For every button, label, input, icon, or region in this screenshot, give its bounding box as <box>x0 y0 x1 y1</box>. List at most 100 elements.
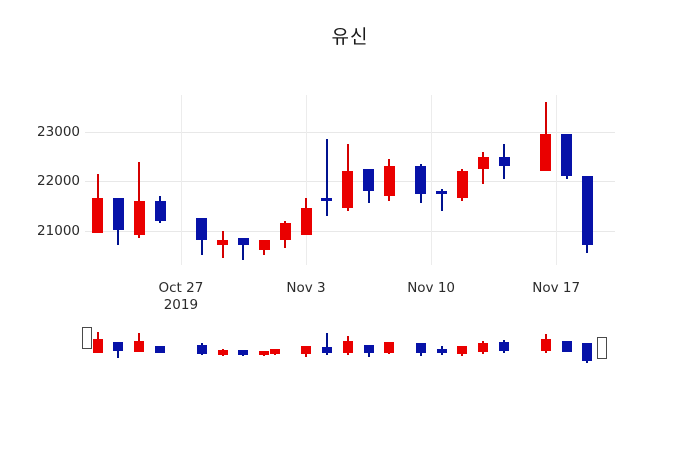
x-axis-tick-date: Nov 3 <box>286 280 326 296</box>
volume-candlestick[interactable] <box>342 325 353 375</box>
volume-candlestick-body <box>540 339 551 351</box>
candlestick-body <box>258 240 270 251</box>
volume-candlestick[interactable] <box>597 325 608 375</box>
candlestick[interactable] <box>342 95 354 265</box>
gridline-horizontal <box>85 230 615 232</box>
volume-candlestick[interactable] <box>82 325 93 375</box>
candlestick[interactable] <box>477 95 489 265</box>
volume-candlestick[interactable] <box>196 325 207 375</box>
volume-candlestick-body <box>478 343 489 352</box>
x-axis-tick-label: Nov 17 <box>532 280 580 297</box>
volume-candlestick[interactable] <box>269 325 280 375</box>
candlestick[interactable] <box>92 95 103 265</box>
candlestick[interactable] <box>258 95 270 265</box>
candlestick-wick <box>138 161 141 238</box>
candlestick-body <box>279 223 291 241</box>
candlestick[interactable] <box>498 95 510 265</box>
candlestick-body <box>456 171 468 199</box>
candlestick-body <box>415 166 427 194</box>
x-axis-tick-label: Oct 27 2019 <box>159 280 204 314</box>
volume-candlestick-body <box>217 350 228 355</box>
candlestick-body <box>217 240 229 246</box>
candlestick-body <box>363 168 375 192</box>
candlestick[interactable] <box>279 95 291 265</box>
x-axis-tick-label: Nov 10 <box>407 280 455 297</box>
volume-candlestick[interactable] <box>259 325 270 375</box>
candlestick[interactable] <box>415 95 427 265</box>
volume-candlestick-body <box>301 346 311 354</box>
volume-candlestick[interactable] <box>436 325 447 375</box>
volume-candlestick[interactable] <box>384 325 395 375</box>
x-axis-tick-date: Nov 17 <box>532 280 581 296</box>
candlestick[interactable] <box>363 95 375 265</box>
candlestick-wick <box>325 139 328 216</box>
chart-title: 유신 <box>331 26 369 48</box>
candlestick[interactable] <box>154 95 166 265</box>
volume-candlestick-body <box>321 347 332 353</box>
volume-candlestick[interactable] <box>217 325 228 375</box>
candlestick-wick <box>242 237 245 261</box>
x-axis-tick-labels: Oct 27 2019 Nov 3 Nov 10 Nov 17 <box>85 280 615 320</box>
candlestick-body <box>237 237 249 246</box>
candlestick-body <box>477 156 489 169</box>
gridline-vertical <box>431 95 433 265</box>
candlestick-body <box>196 218 208 241</box>
volume-candlestick-wick <box>325 333 328 355</box>
candlestick-body <box>133 200 145 236</box>
candlestick-body <box>300 208 312 236</box>
x-axis-tick-date: Nov 10 <box>407 280 456 296</box>
volume-candlestick[interactable] <box>415 325 426 375</box>
volume-candlestick[interactable] <box>92 325 103 375</box>
candlestick[interactable] <box>300 95 312 265</box>
y-axis-tick-labels: 23000 22000 21000 <box>0 95 80 265</box>
volume-candlestick[interactable] <box>561 325 572 375</box>
volume-candlestick-body <box>582 343 593 361</box>
volume-candlestick-body <box>561 341 572 352</box>
candlestick[interactable] <box>561 95 573 265</box>
volume-candlestick[interactable] <box>540 325 551 375</box>
candlestick[interactable] <box>581 95 593 265</box>
volume-candlestick-body <box>82 327 93 349</box>
gridline-vertical <box>180 95 182 265</box>
volume-candlestick[interactable] <box>499 325 510 375</box>
candlestick[interactable] <box>217 95 229 265</box>
volume-candlestick[interactable] <box>238 325 249 375</box>
candlestick[interactable] <box>456 95 468 265</box>
y-axis-tick-label: 21000 <box>37 222 80 239</box>
x-axis-tick-year: 2019 <box>163 297 199 313</box>
volume-candlestick[interactable] <box>582 325 593 375</box>
volume-candlestick[interactable] <box>155 325 166 375</box>
gridline-vertical <box>306 95 307 265</box>
gridline-horizontal <box>85 131 615 133</box>
x-axis-tick-label: Nov 3 <box>286 280 325 297</box>
candlestick[interactable] <box>436 95 448 265</box>
volume-candlestick[interactable] <box>363 325 374 375</box>
volume-candlestick[interactable] <box>113 325 124 375</box>
price-plot-area <box>85 95 615 265</box>
candlestick[interactable] <box>540 95 552 265</box>
candlestick-body <box>540 134 552 172</box>
candlestick-body <box>342 171 354 209</box>
volume-candlestick[interactable] <box>301 325 311 375</box>
volume-candlestick[interactable] <box>457 325 468 375</box>
candlestick[interactable] <box>383 95 395 265</box>
candlestick[interactable] <box>133 95 145 265</box>
candlestick[interactable] <box>196 95 208 265</box>
candlestick-body <box>581 176 593 246</box>
candlestick[interactable] <box>321 95 333 265</box>
volume-candlestick-body <box>457 346 468 354</box>
y-axis-tick-label: 22000 <box>37 173 80 190</box>
candlestick[interactable] <box>112 95 124 265</box>
candlestick-body <box>92 198 103 233</box>
volume-candlestick[interactable] <box>478 325 489 375</box>
volume-candlestick-body <box>92 339 103 353</box>
x-axis-tick-date: Oct 27 <box>158 280 204 296</box>
volume-candlestick[interactable] <box>134 325 145 375</box>
volume-plot-area <box>82 325 615 375</box>
volume-candlestick[interactable] <box>321 325 332 375</box>
candlestick[interactable] <box>237 95 249 265</box>
volume-candlestick-body <box>155 346 166 353</box>
volume-candlestick-body <box>363 345 374 353</box>
volume-candlestick-body <box>597 337 608 359</box>
